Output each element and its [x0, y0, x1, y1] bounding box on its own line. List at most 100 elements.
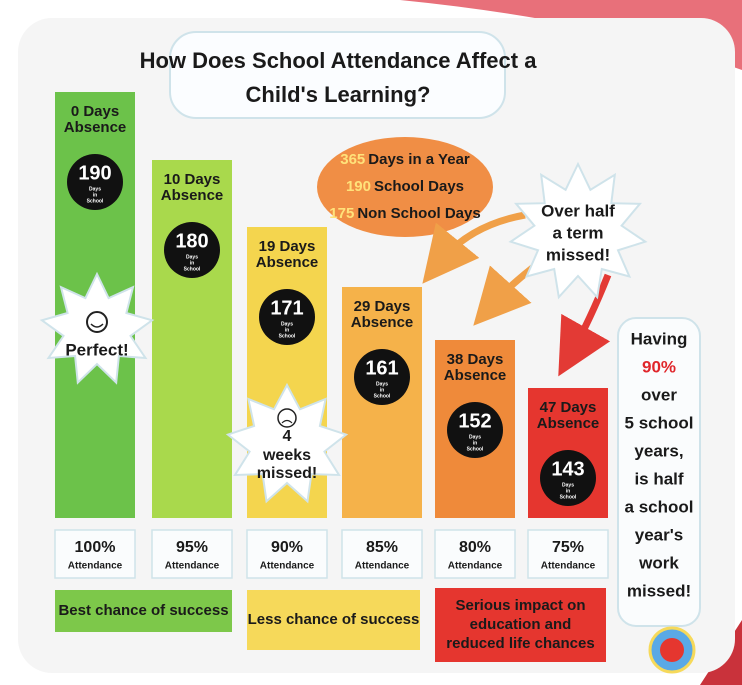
info-number: 190	[346, 178, 371, 195]
weeks-label: missed!	[257, 465, 317, 482]
days-caption: School	[87, 198, 104, 204]
percent-value: 95%	[176, 539, 208, 556]
band-text: Best chance of success	[58, 602, 228, 619]
percent-label: Attendance	[68, 561, 123, 572]
days-circle	[354, 349, 410, 405]
absence-label: Absence	[256, 254, 319, 271]
callout-text: Over half	[541, 201, 615, 220]
percent-value: 80%	[459, 539, 491, 556]
side-text: Having	[631, 329, 688, 348]
side-text: work	[638, 553, 679, 572]
days-circle	[67, 154, 123, 210]
side-text: is half	[634, 469, 683, 488]
days-caption: School	[279, 333, 296, 339]
absence-label: Absence	[537, 415, 600, 432]
info-text: Days in a Year	[368, 151, 470, 168]
days-caption: Days	[469, 434, 481, 440]
info-line: 190 School Days	[346, 178, 464, 195]
days-value: 143	[551, 458, 584, 480]
sad-face	[277, 408, 297, 428]
info-text: Non School Days	[357, 205, 480, 222]
days-caption: School	[560, 494, 577, 500]
perfect-label: Perfect!	[65, 340, 128, 359]
days-circle	[259, 289, 315, 345]
arrow	[558, 273, 612, 377]
absence-label: 47 Days	[540, 399, 597, 416]
band-text: education and	[470, 616, 572, 633]
title: Child's Learning?	[246, 82, 431, 107]
info-line: 175 Non School Days	[329, 205, 480, 222]
days-caption: School	[184, 266, 201, 272]
absence-label: 10 Days	[164, 171, 221, 188]
days-circle	[164, 222, 220, 278]
absence-label: Absence	[64, 119, 127, 136]
percent-value: 100%	[75, 539, 116, 556]
info-box	[317, 137, 493, 237]
side-text: years,	[634, 441, 683, 460]
percent-label: Attendance	[448, 561, 503, 572]
side-text: 5 school	[625, 413, 694, 432]
days-caption: Days	[376, 381, 388, 387]
smiley	[86, 311, 108, 333]
days-value: 171	[270, 297, 303, 319]
days-caption: Days	[562, 482, 574, 488]
info-line: 365 Days in a Year	[340, 151, 470, 168]
weeks-star	[225, 382, 349, 504]
side-box	[617, 317, 701, 627]
perfect-star	[39, 271, 155, 385]
days-caption: in	[473, 440, 477, 446]
days-caption: in	[93, 192, 97, 198]
percent-value: 75%	[552, 539, 584, 556]
days-value: 161	[365, 357, 398, 379]
days-caption: Days	[281, 321, 293, 327]
band-text: Serious impact on	[455, 597, 585, 614]
days-caption: in	[190, 260, 194, 266]
band-text: reduced life chances	[446, 635, 594, 652]
percent-box	[151, 529, 233, 579]
title: How Does School Attendance Affect a	[140, 48, 538, 73]
side-text: year's	[635, 525, 683, 544]
days-value: 152	[458, 410, 491, 432]
days-caption: in	[380, 387, 384, 393]
percent-box	[246, 529, 328, 579]
days-circle	[447, 402, 503, 458]
absence-label: Absence	[444, 367, 507, 384]
callout-text: missed!	[546, 245, 610, 264]
days-value: 190	[78, 162, 111, 184]
side-text: over	[641, 385, 677, 404]
percent-label: Attendance	[355, 561, 410, 572]
info-number: 175	[329, 205, 354, 222]
title-box	[169, 31, 506, 119]
logo-inner	[660, 638, 684, 662]
smiley-mouth	[90, 323, 104, 328]
weeks-label: weeks	[262, 447, 311, 464]
absence-label: 38 Days	[447, 351, 504, 368]
percent-box	[341, 529, 423, 579]
info-number: 365	[340, 151, 365, 168]
absence-label: Absence	[161, 187, 224, 204]
percent-value: 85%	[366, 539, 398, 556]
weeks-label: 4	[283, 428, 292, 445]
arrow	[422, 211, 526, 284]
days-caption: in	[566, 488, 570, 494]
days-caption: in	[285, 327, 289, 333]
percent-label: Attendance	[260, 561, 315, 572]
callout-text: a term	[552, 223, 603, 242]
callout-star	[508, 161, 648, 300]
days-caption: Days	[186, 254, 198, 260]
band	[435, 588, 606, 662]
percent-value: 90%	[271, 539, 303, 556]
absence-label: Absence	[351, 314, 414, 331]
days-caption: School	[467, 446, 484, 452]
corner-shape	[400, 0, 742, 70]
absence-label: 19 Days	[259, 238, 316, 255]
percent-box	[434, 529, 516, 579]
days-caption: Days	[89, 186, 101, 192]
band	[247, 590, 420, 650]
days-caption: School	[374, 393, 391, 399]
days-value: 180	[175, 230, 208, 252]
band	[55, 590, 232, 632]
band-text: Less chance of success	[248, 611, 420, 628]
percent-box	[54, 529, 136, 579]
